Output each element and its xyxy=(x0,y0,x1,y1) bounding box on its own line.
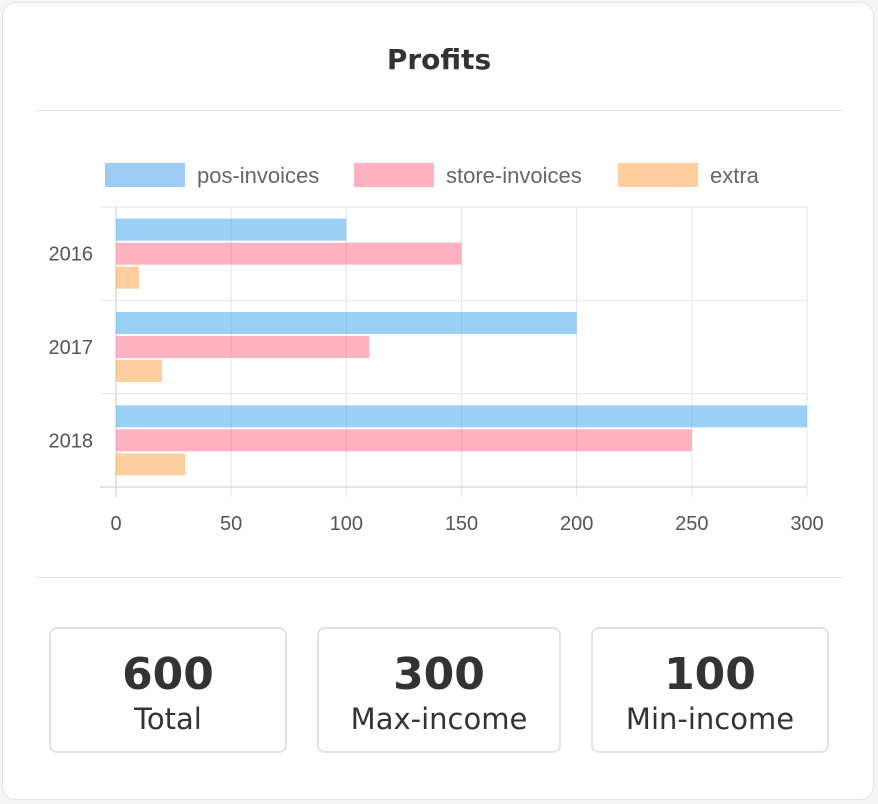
x-tick-label-200: 200 xyxy=(560,513,593,535)
x-tick-label-300: 300 xyxy=(790,513,823,535)
stat-min-income: 100 Min-income xyxy=(591,627,829,753)
stat-max-income-value: 300 xyxy=(393,649,485,700)
stat-total-label: Total xyxy=(134,702,202,736)
y-tick-label-2016: 2016 xyxy=(49,244,94,266)
footer-divider xyxy=(35,577,843,578)
profits-bar-chart: pos-invoices store-invoices extra 0 50 100 150… xyxy=(49,163,824,535)
bar-extra-2018 xyxy=(116,453,186,476)
stat-max-income-label: Max-income xyxy=(350,702,528,736)
legend-label-store-invoices: store-invoices xyxy=(446,163,582,188)
x-tick-label-250: 250 xyxy=(675,513,708,535)
bar-pos-invoices-2017 xyxy=(116,312,577,334)
legend-swatch-extra xyxy=(618,163,698,187)
bar-pos-invoices-2016 xyxy=(116,218,347,241)
stat-max-income: 300 Max-income xyxy=(317,627,561,753)
bar-store-invoices-2016 xyxy=(116,242,462,265)
header-divider xyxy=(35,110,843,111)
x-tick-label-150: 150 xyxy=(445,513,478,535)
card-title: Profits xyxy=(386,43,492,76)
legend-label-pos-invoices: pos-invoices xyxy=(197,163,319,188)
bar-extra-2017 xyxy=(116,360,163,382)
stat-total: 600 Total xyxy=(49,627,287,753)
bar-extra-2016 xyxy=(116,266,140,289)
legend-swatch-pos-invoices xyxy=(105,163,185,187)
x-tick-label-50: 50 xyxy=(220,513,242,535)
bar-store-invoices-2018 xyxy=(116,429,692,452)
y-tick-label-2017: 2017 xyxy=(49,337,94,359)
x-tick-label-100: 100 xyxy=(330,513,363,535)
stat-min-income-value: 100 xyxy=(664,649,756,700)
bar-store-invoices-2017 xyxy=(116,336,370,358)
stat-total-value: 600 xyxy=(122,649,214,700)
x-tick-label-0: 0 xyxy=(110,513,121,535)
y-tick-label-2018: 2018 xyxy=(49,430,94,452)
legend-swatch-store-invoices xyxy=(354,163,434,187)
bar-pos-invoices-2018 xyxy=(116,405,807,428)
stat-min-income-label: Min-income xyxy=(625,702,795,736)
legend-label-extra: extra xyxy=(710,163,760,188)
